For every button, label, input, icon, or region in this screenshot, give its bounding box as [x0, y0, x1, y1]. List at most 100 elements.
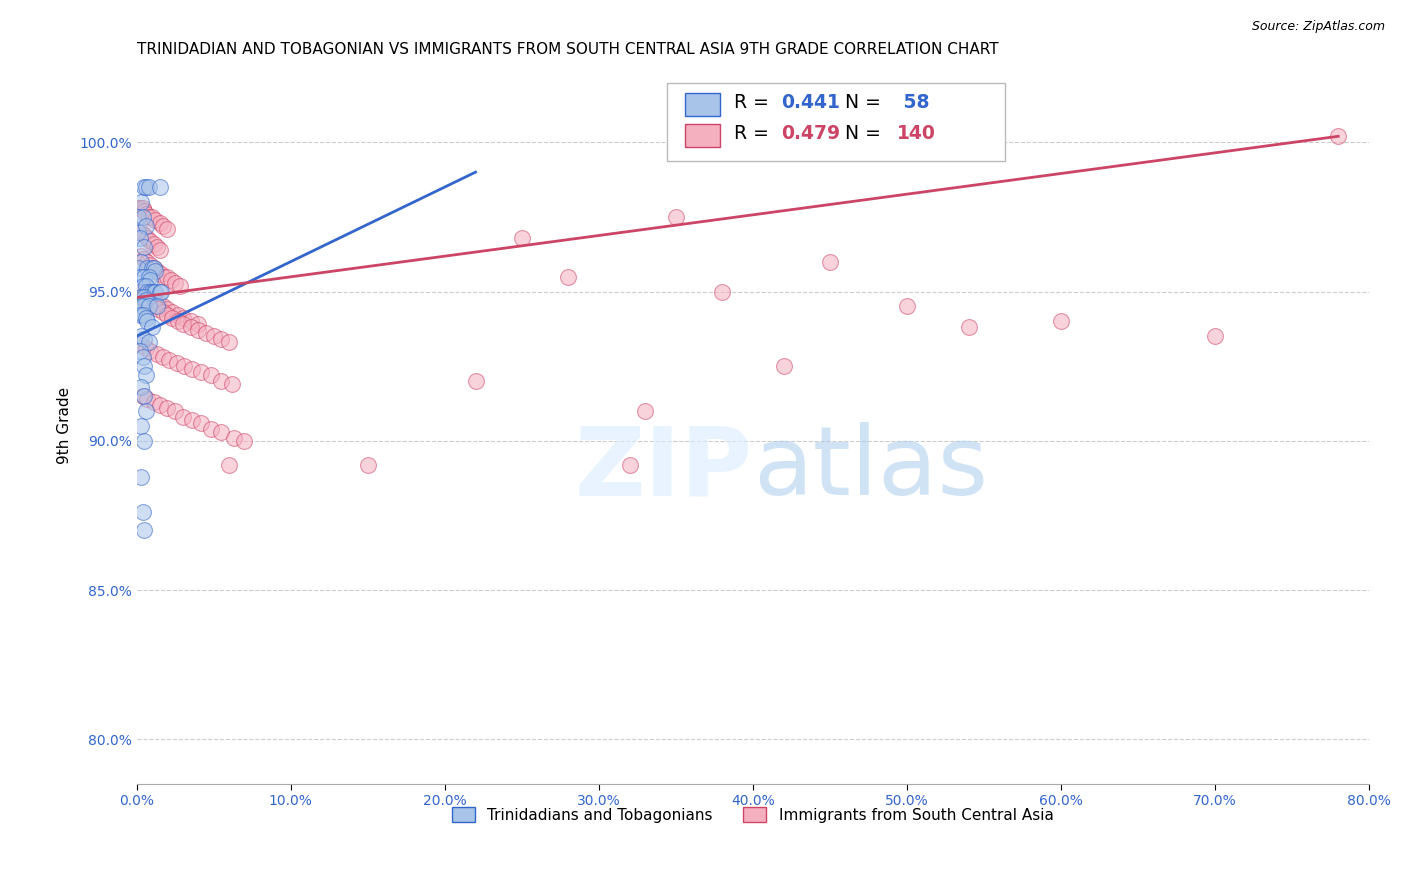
Point: [149, 398, 172, 412]
Point: [129, 225, 152, 239]
Point: [142, 395, 165, 409]
Point: [129, 329, 152, 343]
Point: [135, 219, 157, 233]
Point: [221, 377, 243, 392]
Point: [190, 416, 212, 430]
FancyBboxPatch shape: [685, 93, 720, 116]
Point: [152, 350, 174, 364]
Point: [160, 311, 183, 326]
Point: [1050, 314, 1073, 328]
Point: [142, 300, 165, 314]
Point: [134, 524, 156, 538]
Point: [139, 285, 162, 299]
Text: ZIP: ZIP: [575, 422, 752, 516]
Point: [180, 314, 202, 328]
Point: [135, 207, 157, 221]
Point: [138, 291, 160, 305]
Point: [181, 362, 204, 376]
Text: 0.441: 0.441: [782, 93, 839, 112]
Point: [142, 285, 165, 299]
Point: [138, 296, 160, 310]
Point: [138, 210, 160, 224]
Point: [150, 267, 173, 281]
Point: [156, 401, 179, 415]
Point: [136, 392, 159, 406]
Point: [128, 309, 150, 323]
Point: [134, 293, 156, 308]
Point: [711, 285, 734, 299]
Point: [190, 365, 212, 379]
Point: [619, 458, 641, 472]
Point: [138, 269, 160, 284]
Point: [218, 335, 240, 350]
Point: [128, 300, 150, 314]
Y-axis label: 9th Grade: 9th Grade: [58, 387, 72, 465]
Point: [127, 260, 149, 275]
Point: [139, 234, 162, 248]
Point: [134, 240, 156, 254]
Point: [357, 458, 380, 472]
Point: [218, 458, 240, 472]
Point: [141, 320, 163, 334]
Point: [818, 254, 841, 268]
Point: [129, 194, 152, 209]
Point: [149, 243, 172, 257]
Point: [187, 318, 209, 332]
Point: [149, 285, 172, 299]
Point: [128, 344, 150, 359]
Text: TRINIDADIAN AND TOBAGONIAN VS IMMIGRANTS FROM SOUTH CENTRAL ASIA 9TH GRADE CORRE: TRINIDADIAN AND TOBAGONIAN VS IMMIGRANTS…: [136, 42, 998, 57]
Point: [209, 425, 232, 439]
Point: [143, 263, 166, 277]
Point: [139, 258, 162, 272]
Point: [135, 180, 157, 194]
Point: [129, 380, 152, 394]
Point: [142, 260, 165, 275]
Point: [181, 413, 204, 427]
Point: [180, 320, 202, 334]
Text: Source: ZipAtlas.com: Source: ZipAtlas.com: [1251, 20, 1385, 33]
Point: [134, 291, 156, 305]
Point: [132, 309, 155, 323]
Point: [138, 180, 160, 194]
Point: [634, 404, 657, 418]
Point: [200, 422, 222, 436]
Point: [136, 260, 159, 275]
Point: [152, 219, 174, 233]
Point: [142, 293, 165, 308]
Point: [127, 225, 149, 239]
Point: [143, 285, 166, 299]
Point: [134, 287, 156, 301]
Point: [209, 332, 232, 346]
Point: [132, 389, 155, 403]
Point: [165, 404, 187, 418]
Point: [138, 335, 160, 350]
Point: [150, 285, 173, 299]
Text: 0.479: 0.479: [782, 124, 841, 143]
Point: [139, 272, 162, 286]
Legend: Trinidadians and Tobagonians, Immigrants from South Central Asia: Trinidadians and Tobagonians, Immigrants…: [444, 799, 1062, 830]
Point: [136, 254, 159, 268]
Point: [1327, 129, 1350, 144]
Point: [156, 309, 179, 323]
Point: [132, 278, 155, 293]
Point: [134, 359, 156, 373]
Point: [128, 231, 150, 245]
Point: [156, 302, 179, 317]
Point: [129, 269, 152, 284]
Point: [510, 231, 533, 245]
FancyBboxPatch shape: [666, 84, 1005, 161]
Point: [173, 359, 195, 373]
Point: [129, 469, 152, 483]
Point: [464, 374, 486, 388]
Point: [141, 260, 163, 275]
Point: [129, 338, 152, 352]
Text: R =: R =: [734, 124, 775, 143]
Point: [194, 326, 217, 341]
Point: [134, 332, 156, 346]
Point: [200, 368, 222, 383]
Point: [135, 311, 157, 326]
Point: [167, 309, 190, 323]
Point: [132, 300, 155, 314]
Point: [135, 404, 157, 418]
Point: [129, 291, 152, 305]
